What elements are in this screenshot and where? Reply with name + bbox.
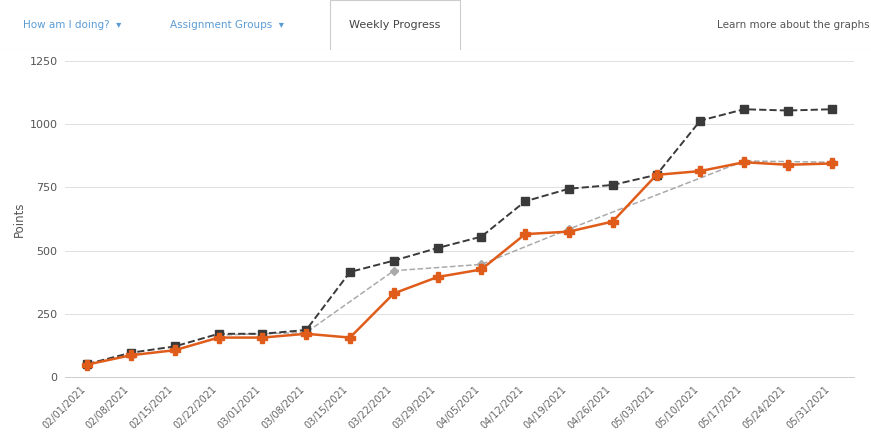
You [301,331,312,336]
Bar [330,0,460,50]
Total [82,361,92,367]
Total [652,172,662,177]
You [213,335,224,340]
Total [125,350,136,355]
Top 15% [827,159,837,165]
Line: Top 15%: Top 15% [216,158,834,338]
You [564,229,574,234]
Total [170,344,180,349]
Text: Weekly Progress: Weekly Progress [349,20,441,30]
You [783,162,793,167]
Total [783,108,793,113]
You [432,274,442,279]
Total [695,118,706,123]
Total [388,258,399,263]
You [827,161,837,166]
You [170,348,180,353]
Total [520,199,530,204]
You [125,353,136,358]
Total [345,269,355,275]
Top 15% [476,262,487,267]
Text: How am I doing?  ▾: How am I doing? ▾ [23,20,121,30]
Top 15% [388,268,399,273]
You [739,159,749,165]
Y-axis label: Points: Points [12,201,25,237]
You [520,232,530,237]
Total [476,234,487,239]
Total [257,331,267,336]
You [476,267,487,272]
Total [301,327,312,332]
You [345,335,355,340]
You [652,172,662,177]
Text: Assignment Groups  ▾: Assignment Groups ▾ [170,20,284,30]
Top 15% [739,159,749,164]
Top 15% [301,330,312,335]
You [257,335,267,340]
Total [739,106,749,112]
Text: Learn more about the graphs! ⓘ: Learn more about the graphs! ⓘ [717,20,871,30]
You [607,219,618,224]
Top 15% [213,332,224,338]
Line: Total: Total [84,106,835,368]
You [695,169,706,174]
Total [607,182,618,187]
You [388,291,399,296]
You [82,362,92,367]
Top 15% [564,226,574,232]
Total [827,106,837,112]
Total [432,245,442,251]
Total [564,186,574,191]
Line: You: You [83,158,836,369]
Total [213,331,224,336]
